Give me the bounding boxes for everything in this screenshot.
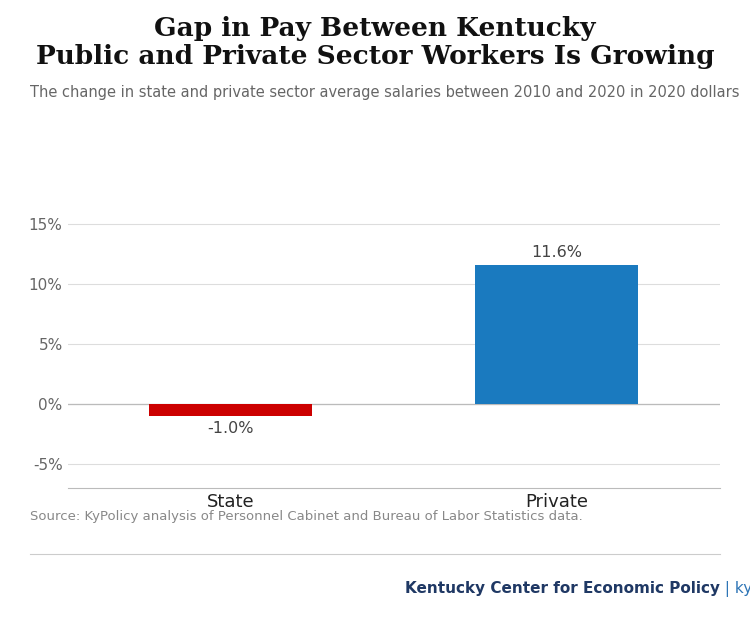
Bar	[476, 265, 638, 404]
Text: Public and Private Sector Workers Is Growing: Public and Private Sector Workers Is Gro…	[36, 44, 714, 69]
Text: 11.6%: 11.6%	[531, 245, 582, 260]
Text: Source: KyPolicy analysis of Personnel Cabinet and Bureau of Labor Statistics da: Source: KyPolicy analysis of Personnel C…	[30, 510, 583, 523]
Text: Gap in Pay Between Kentucky: Gap in Pay Between Kentucky	[154, 16, 596, 41]
Text: -1.0%: -1.0%	[207, 421, 254, 436]
Text: Kentucky Center for Economic Policy: Kentucky Center for Economic Policy	[405, 581, 720, 596]
Text: | kypolicy.org: | kypolicy.org	[720, 580, 750, 597]
Text: The change in state and private sector average salaries between 2010 and 2020 in: The change in state and private sector a…	[30, 85, 740, 100]
Bar	[149, 404, 312, 416]
